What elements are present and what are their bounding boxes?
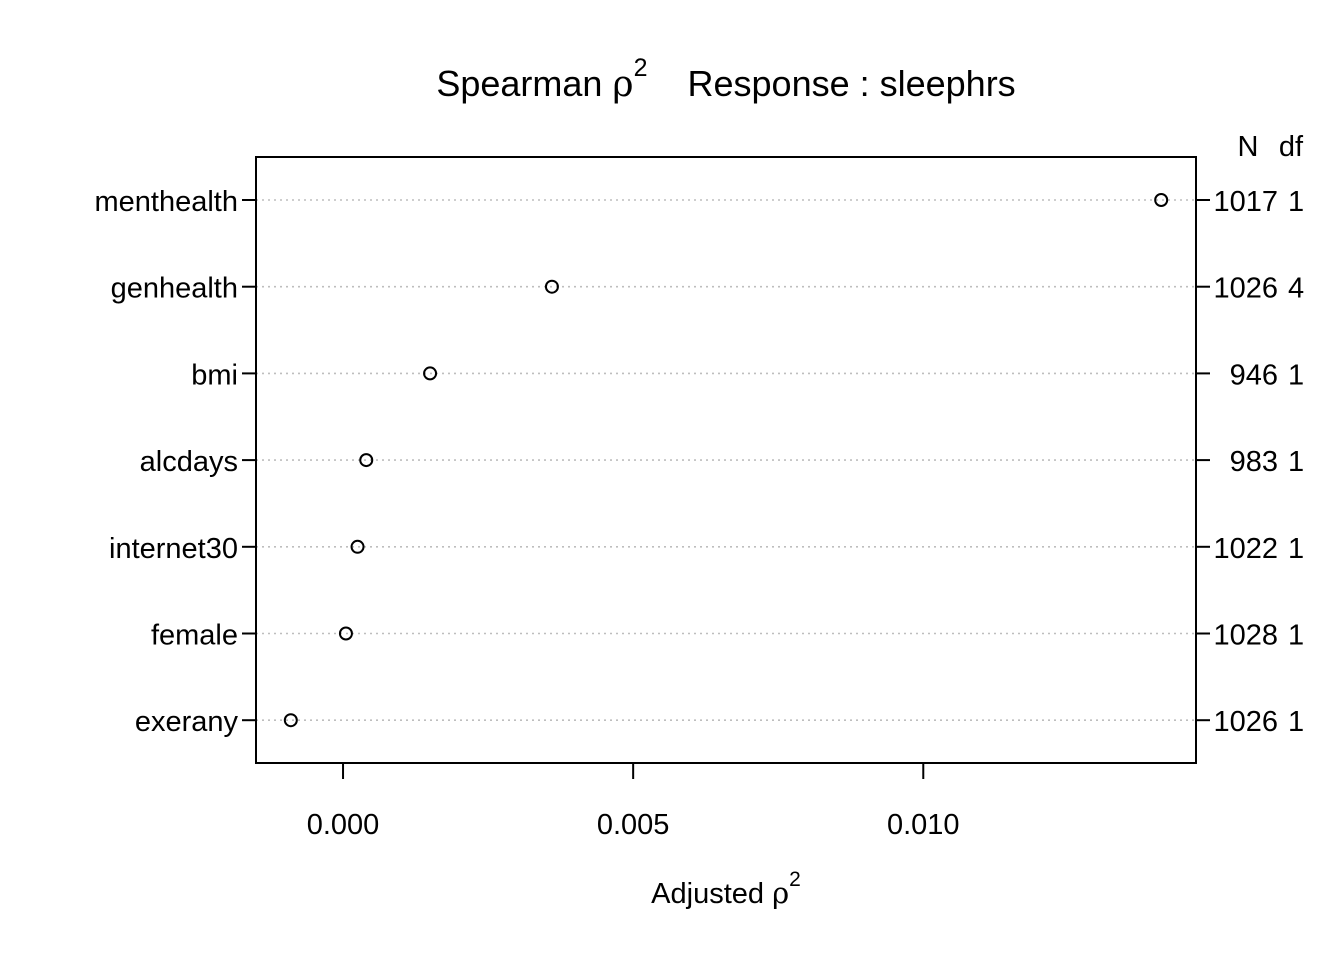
df-value: 1 — [1288, 359, 1304, 391]
n-value: 983 — [1230, 446, 1278, 478]
n-value: 946 — [1230, 359, 1278, 391]
chart-title-superscript: 2 — [634, 54, 648, 82]
data-point — [1154, 193, 1169, 207]
n-value: 1017 — [1213, 186, 1278, 218]
data-point — [359, 453, 374, 468]
data-point — [423, 366, 438, 381]
data-point — [350, 539, 365, 554]
data-points — [283, 193, 1169, 728]
df-value: 1 — [1288, 446, 1304, 478]
x-tick-label: 0.005 — [597, 809, 670, 841]
chart-title-prefix: Spearman — [436, 63, 612, 104]
data-point — [283, 713, 298, 728]
x-tick-label: 0.010 — [887, 809, 960, 841]
df-column-header: df — [1279, 131, 1304, 163]
grid-lines — [256, 199, 1196, 722]
data-point — [338, 626, 353, 641]
y-tick-label: internet30 — [109, 533, 238, 565]
df-value: 1 — [1288, 186, 1304, 218]
df-value: 1 — [1288, 533, 1304, 565]
df-value: 1 — [1288, 706, 1304, 738]
n-value: 1028 — [1213, 620, 1278, 652]
x-tick-label: 0.000 — [307, 809, 380, 841]
x-axis-label-superscript: 2 — [789, 868, 801, 891]
n-column-header: N — [1238, 131, 1259, 163]
x-axis-label-text: Adjusted — [651, 878, 772, 910]
n-value: 1026 — [1213, 706, 1278, 738]
df-value: 1 — [1288, 620, 1304, 652]
y-tick-label: menthealth — [95, 186, 239, 218]
y-tick-label: female — [151, 620, 238, 652]
y-tick-label: genhealth — [111, 273, 238, 305]
y-tick-label: alcdays — [140, 446, 238, 478]
y-tick-label: bmi — [191, 359, 238, 391]
chart-title-response: Response : sleephrs — [688, 63, 1016, 104]
x-axis-label-rho: ρ — [772, 876, 789, 910]
n-value: 1026 — [1213, 273, 1278, 305]
n-value: 1022 — [1213, 533, 1278, 565]
x-axis-label: Adjusted ρ2 — [651, 868, 801, 910]
rows: menthealth 1017 1 genhealth 1026 4 bmi 946 1 alcd… — [95, 186, 1305, 738]
x-axis: 0.000 0.005 0.010 — [307, 762, 960, 841]
data-point — [544, 279, 559, 294]
chart-title-rho: ρ — [612, 64, 633, 105]
df-value: 4 — [1288, 273, 1304, 305]
y-tick-label: exerany — [135, 706, 239, 738]
chart-title: Spearman ρ2 Response : sleephrs — [436, 54, 1015, 105]
